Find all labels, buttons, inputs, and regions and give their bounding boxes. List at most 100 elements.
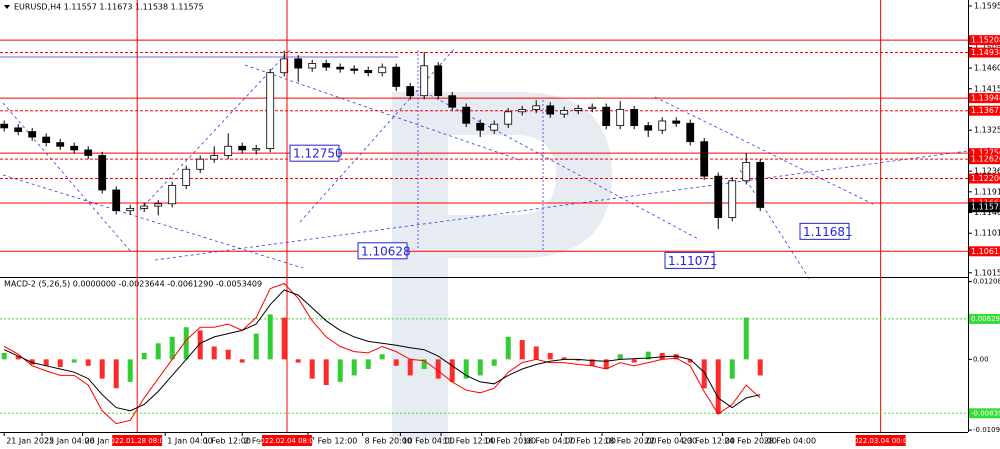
price-annotation-box: [664, 251, 715, 269]
histogram-bar: [393, 359, 399, 366]
candle-body: [182, 168, 191, 186]
histogram-bar: [211, 346, 217, 360]
histogram-bar: [435, 359, 441, 379]
time-marker-tag: [855, 435, 906, 446]
time-marker-tag: [262, 435, 313, 446]
histogram-bar: [631, 359, 637, 363]
indicator-level-tag: [969, 313, 1000, 324]
level-tag: [969, 105, 1000, 116]
price-annotation-box: [799, 222, 850, 240]
candle-body: [700, 141, 709, 177]
x-tick-label: 25 Jan 04:00: [44, 437, 95, 446]
level-label: 1.13948: [971, 94, 1000, 103]
candle-body: [420, 65, 429, 97]
candle-body: [196, 158, 205, 170]
histogram-bar: [365, 359, 371, 369]
candle-body: [350, 68, 359, 71]
histogram-bar: [267, 314, 273, 360]
candle-body: [518, 109, 527, 113]
level-label: 1.14938: [971, 48, 1000, 57]
price-annotation-box: [357, 242, 408, 260]
histogram-bar: [239, 359, 245, 363]
candle-body: [168, 184, 177, 205]
level-tag: [969, 35, 1000, 46]
watermark-logo: [392, 92, 612, 440]
x-tick-label: 28 Feb 04:00: [764, 437, 816, 446]
indicator-level-tag: [969, 408, 1000, 419]
histogram-bar: [743, 317, 749, 360]
level-label: 1.13673: [971, 106, 1000, 115]
histogram-bar: [659, 352, 665, 360]
y-tick-label: -0.010998: [973, 426, 1000, 434]
candle-body: [28, 131, 37, 138]
x-tick-label: 26 Jan 12:00: [85, 437, 136, 446]
histogram-bar: [407, 359, 413, 376]
histogram-bar: [85, 359, 91, 366]
x-tick-label: 14 Feb 20:00: [484, 437, 536, 446]
candle-body: [630, 109, 639, 126]
candle-body: [560, 110, 569, 115]
histogram-bar: [421, 359, 427, 369]
y-tick-label: 0.00: [973, 355, 989, 363]
candle-body: [98, 155, 107, 191]
candle-body: [112, 189, 121, 212]
y-tick-label: 1.14150: [974, 84, 1000, 93]
trendline: [154, 147, 991, 261]
candle-body: [658, 120, 667, 131]
x-tick-label: 1 Jan 04:00: [167, 437, 213, 446]
y-tick-label: 1.13250: [974, 126, 1000, 135]
histogram-bar: [15, 356, 21, 360]
histogram-bar: [617, 354, 623, 360]
histogram-bar: [715, 359, 721, 414]
histogram-bar: [575, 359, 581, 361]
x-tick-label: 17 Feb 12:00: [563, 437, 615, 446]
x-tick-label: 11 Feb 12:00: [443, 437, 495, 446]
histogram-bar: [673, 354, 679, 360]
histogram-bar: [29, 359, 35, 365]
histogram-bar: [589, 359, 595, 366]
candle-body: [42, 136, 51, 144]
price-annotation-box: [289, 144, 340, 162]
histogram-bar: [43, 359, 49, 366]
histogram-bar: [463, 359, 469, 379]
candle-body: [532, 105, 541, 110]
candle-body: [406, 86, 415, 97]
candle-body: [546, 105, 555, 115]
histogram-bar: [141, 352, 147, 360]
histogram-bar: [533, 346, 539, 360]
histogram-bar: [645, 351, 651, 360]
y-tick-label: 1.11010: [974, 229, 1000, 238]
histogram-bar: [757, 359, 763, 376]
watermark: [392, 92, 612, 440]
histogram-bar: [281, 317, 287, 360]
x-tick-label: 16 Feb 04:00: [523, 437, 575, 446]
candle-body: [140, 205, 149, 209]
histogram-bar: [379, 354, 385, 360]
x-tick-label: 1 Feb 12:00: [204, 437, 251, 446]
x-tick-label: 18 Feb 20:00: [604, 437, 656, 446]
candle-body: [672, 120, 681, 124]
candle-body: [490, 123, 499, 131]
candle-body: [616, 109, 625, 126]
candle-body: [392, 66, 401, 87]
histogram-bar: [99, 359, 105, 379]
candles: [0, 39, 968, 252]
price-annotation: 1.11681: [803, 225, 853, 239]
histogram-bar: [127, 359, 133, 382]
histogram-bar: [225, 349, 231, 360]
time-marker-label: 2022.02.04 08:00: [256, 437, 318, 445]
histogram-bar: [505, 336, 511, 360]
candle-body: [14, 127, 23, 132]
macd-line: [3, 282, 761, 425]
histogram-bar: [491, 359, 497, 366]
last-price-label: 1.11575: [971, 203, 1000, 212]
candle-body: [448, 95, 457, 108]
y-tick-label: 1.11910: [974, 187, 1000, 196]
histogram-bar: [309, 359, 315, 379]
histogram-bar: [253, 333, 259, 360]
candle-body: [56, 142, 65, 147]
x-tick-label: 21 Jan 2022: [6, 437, 54, 446]
trendline: [244, 64, 521, 161]
x-tick-label: 10 Feb 04:00: [402, 437, 454, 446]
price-annotation: 1.12750: [293, 147, 343, 161]
